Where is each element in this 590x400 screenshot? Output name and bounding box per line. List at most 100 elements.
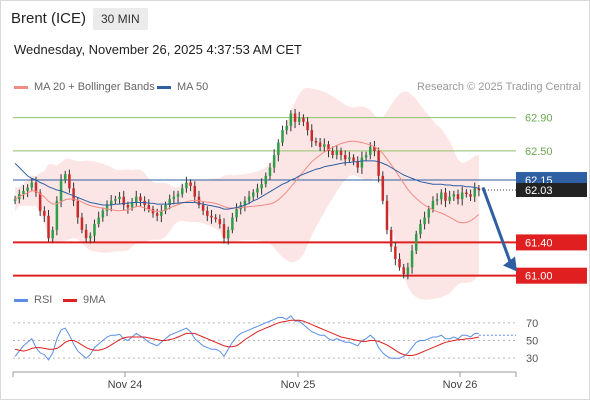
candle-body [281, 130, 284, 143]
bollinger-legend-label: MA 20 + Bollinger Bands [34, 81, 155, 93]
last-price-label: 62.03 [525, 185, 553, 197]
candle-body [477, 188, 481, 191]
candle-body [38, 192, 42, 211]
candle-body [109, 200, 113, 205]
candle-body [339, 150, 343, 156]
forecast-arrow-shaft [481, 186, 512, 263]
candle-body [440, 192, 443, 200]
candle-body [231, 217, 234, 230]
bollinger-swatch [14, 85, 28, 89]
candle-body [172, 196, 176, 200]
candle-body [22, 190, 25, 195]
candle-body [369, 146, 372, 156]
candle-body [331, 150, 334, 156]
candle-body [93, 224, 96, 236]
ma50-line [14, 160, 479, 210]
candle-body [247, 196, 251, 201]
legend-ma50: MA 50 [157, 81, 208, 93]
legend-bollinger: MA 20 + Bollinger Bands [14, 81, 155, 93]
candle-body [302, 117, 305, 122]
candle-body [373, 146, 376, 151]
support-label: 61.40 [525, 237, 553, 249]
resistance-label: 62.90 [525, 113, 553, 125]
candle-body [306, 121, 309, 131]
candle-body [176, 194, 180, 197]
candle-body [68, 174, 71, 189]
candle-body [323, 144, 326, 147]
rsi-tick-label: 70 [526, 318, 538, 330]
rsi-tick-label: 30 [526, 353, 538, 365]
candle-body [105, 204, 109, 211]
rsi-swatch [14, 299, 28, 302]
ma9-swatch [63, 299, 77, 302]
candle-body [55, 200, 59, 230]
candle-body [189, 182, 192, 186]
candle-body [293, 113, 297, 122]
candle-body [343, 155, 347, 160]
candle-body [72, 188, 75, 201]
candle-body [43, 210, 46, 216]
credit-label: Research © 2025 Trading Central [416, 81, 581, 93]
rsi-legend-label: RSI [34, 294, 52, 306]
candle-body [423, 217, 426, 225]
candle-body [168, 199, 171, 205]
candle-body [456, 194, 460, 200]
candle-body [460, 192, 464, 200]
timeframe-button[interactable]: 30 MIN [93, 8, 148, 30]
datetime-label: Wednesday, November 26, 2025 4:37:53 AM … [14, 42, 302, 57]
candle-body [160, 210, 163, 216]
candle-body [101, 210, 105, 218]
candle-body [139, 196, 142, 201]
candle-body [201, 204, 205, 211]
candle-body [97, 217, 100, 225]
rsi-ma9-line [14, 319, 480, 356]
candle-body [285, 125, 288, 131]
candle-body [206, 210, 209, 216]
candle-body [406, 267, 410, 275]
rsi-tick-label: 50 [526, 336, 538, 348]
ma20-line [14, 140, 480, 224]
candle-body [348, 157, 351, 160]
candle-body [268, 167, 272, 176]
candle-body [398, 259, 401, 268]
candle-body [277, 142, 280, 156]
candle-body [394, 246, 397, 260]
candle-body [34, 182, 38, 193]
candle-body [210, 215, 213, 218]
candle-body [431, 200, 435, 210]
candle-body [389, 229, 393, 247]
candle-body [164, 204, 167, 211]
candle-body [452, 194, 456, 197]
candle-body [377, 150, 380, 176]
rsi-line [14, 315, 479, 361]
candle-body [51, 229, 54, 239]
candle-body [335, 150, 339, 156]
candle-body [185, 182, 188, 189]
candle-body [218, 219, 222, 225]
candle-body [256, 188, 259, 193]
candle-body [381, 175, 385, 201]
x-axis-label: Nov 25 [281, 379, 316, 391]
candle-body [465, 192, 468, 195]
candle-body [214, 217, 217, 220]
candle-body [297, 117, 301, 122]
candle-body [327, 144, 330, 151]
candle-body [13, 199, 17, 201]
candle-body [147, 204, 151, 210]
candle-body [252, 192, 255, 197]
candle-body [180, 188, 184, 195]
candle-body [310, 130, 314, 141]
candle-body [360, 157, 364, 168]
ma9-legend-label: 9MA [83, 294, 106, 306]
forecast-arrow-head [503, 256, 517, 272]
support-label: 61.00 [525, 271, 553, 283]
candle-body [444, 192, 447, 201]
instrument-title: Brent (ICE) [11, 10, 87, 27]
candle-body [80, 217, 84, 230]
x-axis-label: Nov 26 [443, 379, 478, 391]
candle-body [469, 194, 472, 197]
candle-body [318, 142, 322, 147]
candle-body [264, 175, 268, 185]
candle-body [118, 196, 121, 200]
